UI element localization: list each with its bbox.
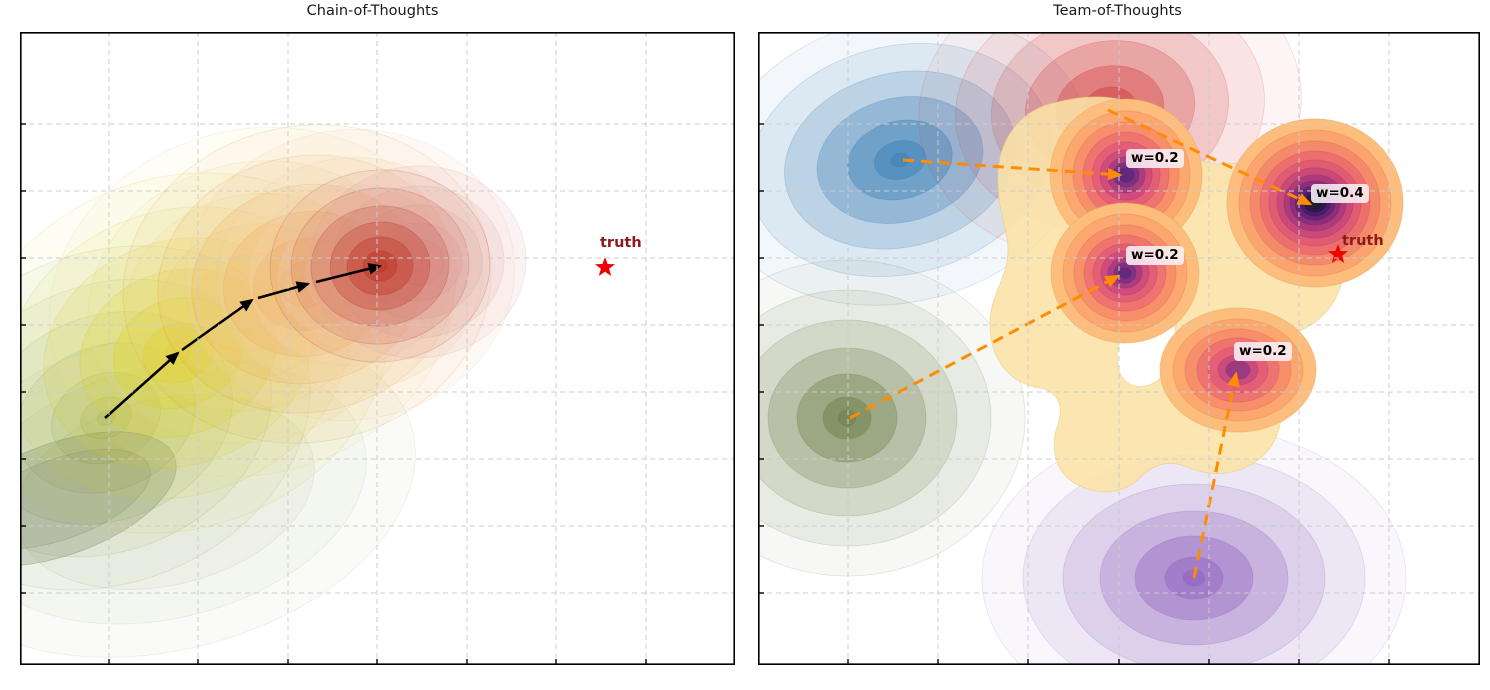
truth-star-icon-right: [1328, 244, 1348, 263]
contour-plot-right: [758, 32, 1407, 665]
weight-label-mode-main-right: w=0.4: [1311, 184, 1369, 204]
contour-dark-wedge: [20, 431, 177, 567]
connector-green-to-mode-mid-left: [849, 274, 1121, 420]
chain-arrows: [104, 262, 383, 419]
weight-label-mode-mid-left: w=0.2: [1126, 246, 1184, 266]
mixture-mode-bottom: [1159, 307, 1317, 433]
chain-arrow-1: [104, 351, 180, 419]
contour-agent-green: [758, 259, 1026, 577]
truth-label-right: truth: [1342, 233, 1384, 249]
contour-step-7-pink: [309, 165, 527, 359]
mixture-mode-mid-left: [1050, 202, 1200, 344]
plot-area-right: [758, 32, 1480, 665]
weight-label-mode-bottom: w=0.2: [1234, 342, 1292, 362]
panel-title-left: Chain-of-Thoughts: [306, 3, 439, 19]
plot-area-left: [20, 32, 735, 665]
contour-plot-left: [20, 124, 615, 658]
contour-step-5-peach: [185, 129, 515, 421]
contour-halo-bottom: [20, 326, 416, 658]
panel-chain-of-thoughts: Chain-of-Thoughts: [20, 3, 735, 665]
contour-mixture-posterior: [989, 96, 1404, 493]
connector-blue-to-mode-top-left: [902, 158, 1123, 181]
truth-label-left: truth: [600, 235, 642, 251]
weight-label-mode-top-left: w=0.2: [1126, 149, 1184, 169]
contour-agent-blue: [758, 32, 1088, 306]
panel-title-right: Team-of-Thoughts: [1053, 3, 1182, 19]
chain-arrow-4: [315, 262, 383, 284]
panel-team-of-thoughts: Team-of-Thoughts: [745, 0, 1490, 690]
truth-star-icon-left: [595, 257, 615, 276]
chain-arrow-3: [257, 281, 311, 300]
